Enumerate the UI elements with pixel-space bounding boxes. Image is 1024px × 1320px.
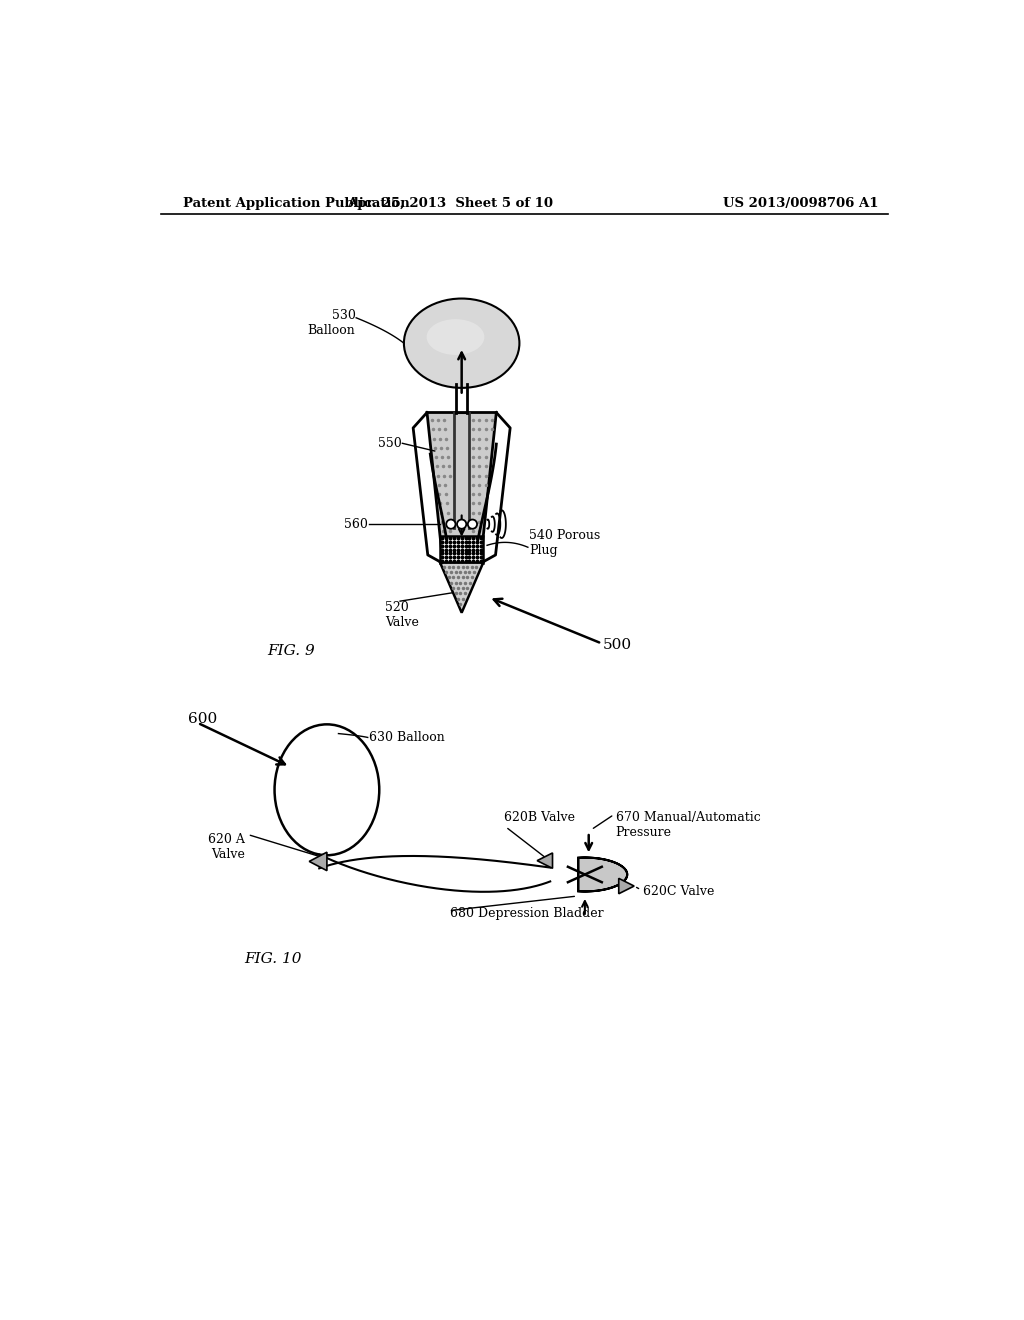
Text: 520
Valve: 520 Valve (385, 601, 419, 630)
Text: 630 Balloon: 630 Balloon (370, 731, 445, 744)
Circle shape (457, 520, 466, 529)
Polygon shape (538, 853, 553, 869)
Text: 680 Depression Bladder: 680 Depression Bladder (451, 907, 604, 920)
Text: FIG. 10: FIG. 10 (245, 952, 302, 966)
Polygon shape (579, 858, 627, 891)
Text: US 2013/0098706 A1: US 2013/0098706 A1 (723, 197, 879, 210)
Text: 530
Balloon: 530 Balloon (307, 309, 355, 337)
Text: 540 Porous
Plug: 540 Porous Plug (529, 529, 601, 557)
Ellipse shape (403, 298, 519, 388)
Text: 600: 600 (188, 711, 217, 726)
Ellipse shape (427, 319, 484, 355)
Ellipse shape (274, 725, 379, 855)
Text: 670 Manual/Automatic
Pressure: 670 Manual/Automatic Pressure (615, 812, 761, 840)
Polygon shape (309, 853, 327, 871)
Text: 550: 550 (378, 437, 401, 450)
Polygon shape (440, 536, 483, 562)
Text: FIG. 9: FIG. 9 (267, 644, 315, 659)
Text: Patent Application Publication: Patent Application Publication (183, 197, 410, 210)
Text: 500: 500 (602, 638, 632, 652)
Text: 560: 560 (344, 517, 368, 531)
Text: Apr. 25, 2013  Sheet 5 of 10: Apr. 25, 2013 Sheet 5 of 10 (347, 197, 553, 210)
Circle shape (446, 520, 456, 529)
Text: 620C Valve: 620C Valve (643, 884, 714, 898)
Polygon shape (618, 878, 634, 894)
Text: 620B Valve: 620B Valve (504, 812, 575, 825)
Circle shape (468, 520, 477, 529)
Polygon shape (440, 562, 483, 612)
Text: 620 A
Valve: 620 A Valve (208, 833, 245, 861)
Polygon shape (427, 412, 497, 552)
